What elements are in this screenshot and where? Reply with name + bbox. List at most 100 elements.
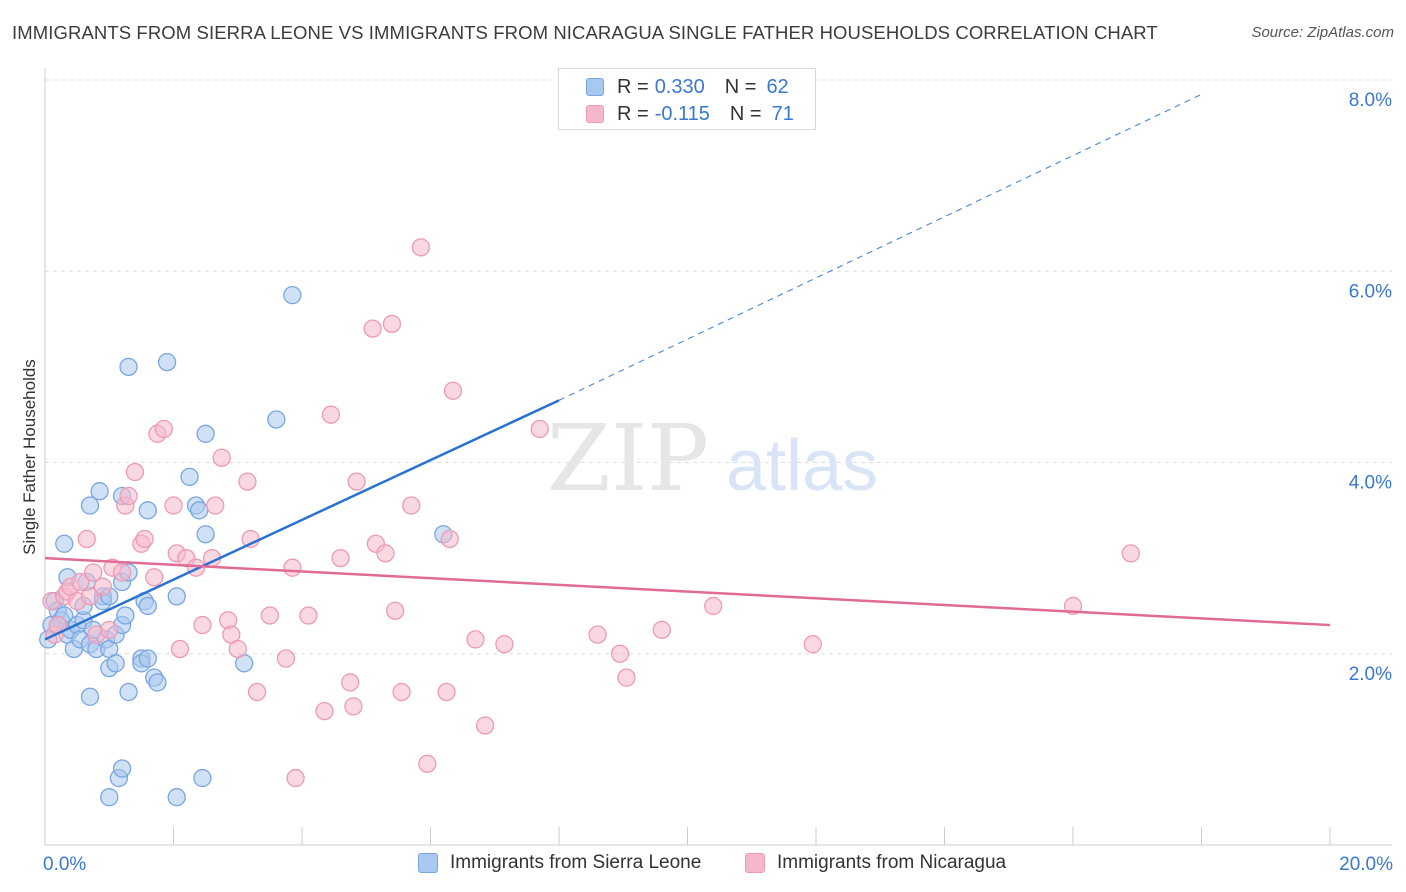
nicaragua-point [193,615,212,635]
nicaragua-point [80,587,100,606]
legend-n-label: N = [729,102,762,125]
nicaragua-point [376,544,395,563]
nicaragua-point [170,639,190,659]
sierra-leone-point [196,424,215,443]
nicaragua-point [344,697,363,716]
nicaragua-point [652,620,671,639]
legend-swatch-pink [745,853,765,873]
nicaragua-point [228,639,247,659]
watermark: ZIP atlas [547,405,878,512]
nicaragua-point [164,496,183,515]
tick-labels: 2.0% 4.0% 6.0% 8.0% 0.0% 20.0% [43,90,1393,875]
sierra-leone-point [193,768,212,788]
watermark-zip: ZIP [547,405,709,512]
legend-swatch-blue [586,78,604,96]
nicaragua-point [466,630,485,649]
nicaragua-point [475,716,495,735]
sierra-leone-point [80,687,100,706]
sierra-leone-point [106,654,125,673]
nicaragua-point [1063,596,1083,616]
nicaragua-point [440,529,459,549]
sierra-leone-point [283,286,302,305]
nicaragua-point [392,682,411,702]
nicaragua-point [617,668,636,687]
nicaragua-point [299,606,318,625]
nicaragua-point [495,635,514,654]
nicaragua-point [238,472,257,491]
legend-n-label: N = [724,75,757,98]
nicaragua-point [315,701,334,721]
correlation-legend: R = 0.330 N = 62 R = -0.115 N = 71 [558,68,816,130]
nicaragua-point [71,572,90,592]
nicaragua-point [418,754,437,773]
sierra-leone-point [196,525,215,544]
nicaragua-point [212,448,231,467]
nicaragua-point [386,601,405,620]
nicaragua-point [588,625,607,644]
sierra-leone-point [138,596,157,616]
nicaragua-point [321,405,341,424]
axes [44,68,1392,846]
trend-lines [44,93,1331,641]
legend-r-label: R = [617,75,649,98]
legend-item-nicaragua: Immigrants from Nicaragua [745,852,1006,874]
nicaragua-point [341,673,360,692]
nicaragua-point [347,472,366,491]
nicaragua-point [437,682,456,702]
nicaragua-point [276,649,296,668]
nicaragua-point [382,314,402,333]
nicaragua-point [283,558,302,577]
legend-label-sierra-leone: Immigrants from Sierra Leone [450,852,702,873]
sierra-leone-point [55,534,74,553]
watermark-atlas: atlas [726,426,878,506]
sierra-leone-point [119,357,138,377]
sierra-leone-point [138,501,157,520]
nicaragua-point [112,563,132,582]
nicaragua-point [610,644,630,663]
data-points [39,238,1140,807]
nicaragua-trend-line [44,556,1331,627]
nicaragua-point [84,563,103,582]
nicaragua-point [93,577,112,596]
nicaragua-point [77,529,96,549]
nicaragua-point [260,606,280,625]
nicaragua-point [704,596,723,616]
sierra-leone-point [167,587,186,606]
legend-r-value: -0.115 [654,102,710,125]
sierra-leone-trend-line [44,399,560,641]
nicaragua-point [100,620,119,639]
series-legend: Immigrants from Sierra Leone Immigrants … [0,852,1406,878]
sierra-leone-point [157,352,177,372]
legend-label-nicaragua: Immigrants from Nicaragua [777,852,1007,873]
x-tick-label: 0.0% [43,854,86,875]
sierra-leone-point [190,501,209,520]
sierra-leone-point [119,682,138,702]
nicaragua-point [154,419,174,439]
chart-title: IMMIGRANTS FROM SIERRA LEONE VS IMMIGRAN… [12,22,1158,43]
nicaragua-point [803,635,822,654]
nicaragua-point [443,381,463,400]
sierra-leone-point [100,788,119,807]
sierra-leone-point [116,606,135,625]
legend-n-value: 62 [766,75,789,98]
legend-n-value: 71 [771,102,794,125]
legend-row-sierra-leone: R = 0.330 N = 62 [586,74,789,100]
nicaragua-point [530,419,549,439]
sierra-leone-trend-extension [558,93,1202,401]
sierra-leone-point [112,759,132,778]
legend-row-nicaragua: R = -0.115 N = 71 [586,101,794,127]
sierra-leone-point [148,673,167,692]
legend-r-label: R = [617,102,649,125]
sierra-leone-point [138,649,157,668]
y-tick-label: 4.0% [1349,473,1392,494]
nicaragua-point [1121,544,1140,563]
legend-r-value: 0.330 [654,75,705,98]
legend-item-sierra-leone: Immigrants from Sierra Leone [418,852,701,874]
nicaragua-point [247,682,267,702]
nicaragua-point [363,319,382,338]
nicaragua-point [286,768,305,788]
nicaragua-point [402,496,421,515]
sierra-leone-point [90,482,109,501]
nicaragua-point [411,238,431,257]
